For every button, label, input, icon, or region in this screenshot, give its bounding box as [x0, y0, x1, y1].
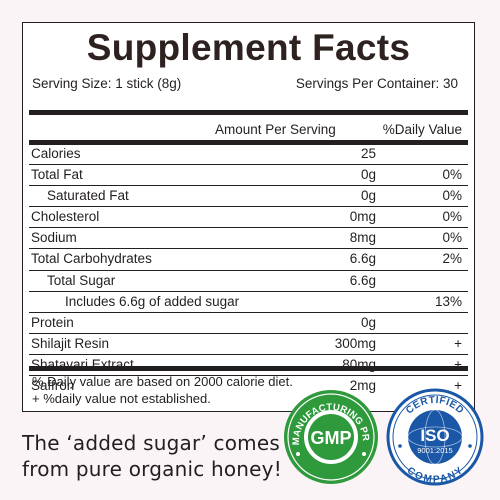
nutrient-daily-value: 0% — [442, 230, 462, 246]
daily-value-header: %Daily Value — [382, 122, 462, 137]
nutrient-name: Sodium — [31, 230, 77, 246]
nutrient-name: Shatavari Extract — [31, 356, 134, 372]
table-row: Saffron 2mg + — [29, 376, 468, 396]
thick-divider-top — [29, 110, 468, 115]
honey-caption: The ‘added sugar’ comes from pure organi… — [22, 430, 282, 482]
nutrient-table: Calories 25 Total Fat 0g 0% Saturated Fat 0g 0%… — [29, 144, 468, 396]
nutrient-amount: 80mg — [342, 356, 376, 372]
nutrient-name: Saffron — [31, 378, 75, 394]
nutrient-name: Protein — [31, 314, 74, 330]
nutrient-daily-value: + — [454, 335, 462, 351]
nutrient-amount: 300mg — [334, 335, 376, 351]
nutrient-name: Total Sugar — [47, 272, 116, 288]
table-row: Shilajit Resin 300mg + — [29, 334, 468, 355]
amount-header: Amount Per Serving — [215, 122, 336, 137]
iso-center-text: ISO — [420, 426, 449, 445]
serving-info: Serving Size: 1 stick (8g) Servings Per … — [32, 76, 465, 96]
nutrient-daily-value: 0% — [442, 209, 462, 225]
table-header: Amount Per Serving %Daily Value — [29, 122, 468, 142]
table-row: Sodium 8mg 0% — [29, 228, 468, 250]
nutrient-daily-value: + — [454, 356, 462, 372]
table-row: Total Carbohydrates 6.6g 2% — [29, 249, 468, 271]
thick-divider-bottom — [29, 366, 468, 371]
nutrient-name: Includes 6.6g of added sugar — [65, 293, 240, 309]
nutrient-amount: 25 — [360, 146, 376, 161]
nutrient-amount: 6.6g — [349, 251, 376, 267]
nutrient-name: Shilajit Resin — [31, 335, 110, 351]
nutrient-amount: 0g — [360, 188, 376, 204]
table-row: Total Sugar 6.6g — [29, 271, 468, 292]
nutrient-daily-value: 0% — [442, 167, 462, 183]
caption-line-1: The ‘added sugar’ comes — [22, 431, 280, 455]
nutrient-name: Total Fat — [31, 167, 83, 183]
nutrient-daily-value: + — [454, 378, 462, 394]
nutrient-daily-value: 13% — [434, 293, 462, 309]
servings-per-container: Servings Per Container: 30 — [295, 76, 458, 91]
supplement-facts-panel: Supplement Facts Serving Size: 1 stick (… — [22, 22, 475, 412]
table-row: Total Fat 0g 0% — [29, 165, 468, 187]
table-row: Cholesterol 0mg 0% — [29, 207, 468, 229]
page-title: Supplement Facts — [86, 27, 411, 68]
nutrient-name: Saturated Fat — [47, 188, 129, 204]
gmp-badge: GOOD MANUFACTURING PRACTICE GMP — [282, 388, 378, 484]
nutrient-name: Cholesterol — [31, 209, 100, 225]
nutrient-amount: 0g — [360, 167, 376, 183]
gmp-center-text: GMP — [310, 428, 351, 448]
nutrient-amount: 0mg — [349, 209, 376, 225]
serving-size: Serving Size: 1 stick (8g) — [32, 76, 182, 91]
iso-badge: CERTIFIED COMPANY ISO 9001:2015 — [386, 388, 484, 486]
nutrient-daily-value: 0% — [442, 188, 462, 204]
caption-line-2: from pure organic honey! — [22, 457, 282, 481]
footnote-not-established: + %daily value not established. — [32, 391, 211, 406]
nutrient-amount: 0g — [360, 314, 376, 330]
footnotes: % Daily value are based on 2000 calorie … — [32, 373, 293, 407]
nutrient-amount: 2mg — [349, 378, 376, 394]
iso-number-text: 9001:2015 — [417, 446, 452, 455]
table-row: Protein 0g — [29, 313, 468, 334]
thick-divider-header — [29, 140, 468, 145]
footnote-daily-value: % Daily value are based on 2000 calorie … — [32, 374, 293, 389]
table-row: Calories 25 — [29, 144, 468, 166]
nutrient-amount: 6.6g — [349, 272, 376, 288]
nutrient-daily-value: 2% — [442, 251, 462, 267]
nutrient-amount: 8mg — [349, 230, 376, 246]
nutrient-name: Total Carbohydrates — [31, 251, 152, 267]
table-row: Saturated Fat 0g 0% — [29, 186, 468, 208]
nutrient-name: Calories — [31, 146, 81, 161]
table-row: Includes 6.6g of added sugar 13% — [29, 292, 468, 313]
